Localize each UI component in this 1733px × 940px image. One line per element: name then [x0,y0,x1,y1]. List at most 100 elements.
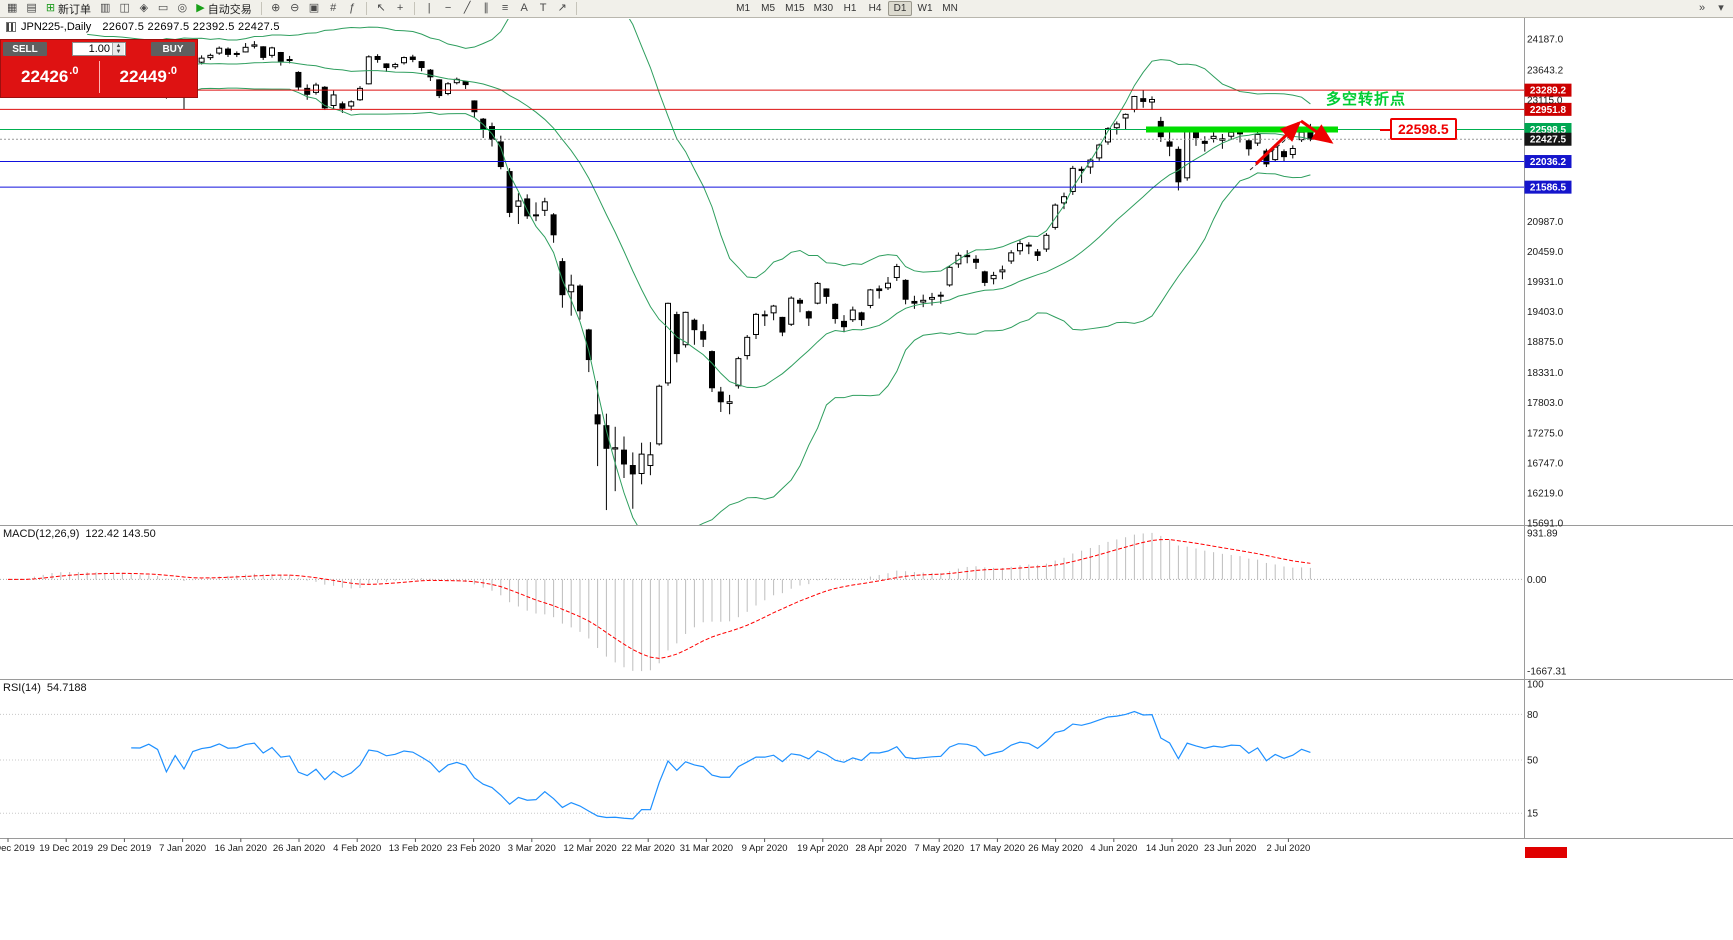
rsi-label: RSI(14) [3,682,41,694]
time-axis[interactable]: 10 Dec 2019 19 Dec 2019 29 Dec 2019 7 Jan 2… [0,838,1310,855]
svg-text:-1667.31: -1667.31 [1527,667,1567,678]
chart-profiles-icon[interactable]: ▤ [22,1,40,17]
timeframe-mn[interactable]: MN [942,3,958,14]
data-window-icon[interactable]: ◫ [115,1,133,17]
y-axis[interactable]: 23289.2 22951.8 22598.5 22036.2 21586.5 22427… [1524,35,1572,530]
ohlc-values: 22607.5 22697.5 22392.5 22427.5 [102,21,280,33]
horizontal-line-icon[interactable]: − [439,1,457,17]
date-tick-label: 26 Jan 2020 [273,843,325,854]
tile-windows-icon[interactable]: ▣ [305,1,323,17]
price-tick-label: 15691.0 [1527,519,1564,530]
grid-icon[interactable]: # [324,1,342,17]
buy-price[interactable]: 22449.0 [100,58,198,96]
fibonacci-icon[interactable]: ≡ [496,1,514,17]
timeframe-w1[interactable]: W1 [917,3,933,14]
zoom-out-icon-glyph: ⊖ [290,2,300,14]
date-tick-label: 9 Apr 2020 [742,843,788,854]
volume-input[interactable] [73,43,112,55]
vertical-line-icon[interactable]: | [420,1,438,17]
channel-icon[interactable]: ∥ [477,1,495,17]
date-tick-label: 10 Dec 2019 [0,843,35,854]
date-tick-label: 19 Apr 2020 [797,843,848,854]
price-decimal-digits: .0 [167,65,177,77]
strategy-tester-icon-glyph: ◎ [177,2,188,14]
date-tick-label: 16 Jan 2020 [215,843,267,854]
tile-windows-icon-glyph: ▣ [308,2,320,14]
symbol-period-label: JPN225-,Daily [21,21,92,33]
date-tick-label: 2 Jul 2020 [1266,843,1310,854]
timeframe-m5[interactable]: M5 [761,3,776,14]
chart-type-icon [6,22,16,32]
zoom-out-icon[interactable]: ⊖ [286,1,304,17]
arrow-annotation[interactable] [1254,120,1302,166]
market-watch-icon[interactable]: ▥ [96,1,114,17]
price-tick-label: 24187.0 [1527,35,1564,46]
sell-button[interactable]: SELL [3,42,47,56]
timeframe-h1[interactable]: H1 [843,3,857,14]
toolbar-separator [260,2,262,15]
timeframe-d1[interactable]: D1 [888,1,913,16]
crosshair-icon[interactable]: + [391,1,409,17]
new-chart-icon[interactable]: ▦ [3,1,21,17]
new-order-button-label: 新订单 [58,3,92,16]
toolbar-right-icons: » ▾ [1693,1,1730,17]
one-click-trading-panel: SELL ▲ ▼ BUY 22426.0 22449.0 [1,40,197,97]
macd-axis[interactable]: 931.89 0.00 -1667.31 [1527,528,1567,677]
arrow-annotations[interactable] [1249,119,1334,171]
status-badge [1525,847,1567,858]
bollinger-middle [87,61,1311,389]
price-badge [1524,102,1572,116]
autotrade-button[interactable]: ▶ 自动交易 [192,1,255,17]
text-icon[interactable]: A [515,1,533,17]
date-tick-label: 31 Mar 2020 [680,843,733,854]
arrow-annotation[interactable] [1300,119,1334,144]
timeframe-m15[interactable]: M15 [785,3,805,14]
cursor-icon[interactable]: ↖ [372,1,390,17]
date-tick-label: 3 Mar 2020 [508,843,556,854]
timeframe-h4[interactable]: H4 [868,3,882,14]
macd-values: 122.42 143.50 [85,528,156,540]
date-tick-label: 23 Feb 2020 [447,843,500,854]
navigator-icon[interactable]: ◈ [135,1,153,17]
volume-spinner: ▲ ▼ [112,43,124,55]
bollinger-lower [87,84,1311,525]
terminal-icon-glyph: ▭ [157,2,169,14]
trendline-icon[interactable]: ╱ [458,1,476,17]
buy-button[interactable]: BUY [151,42,195,56]
docking-icon[interactable]: ▾ [1712,1,1730,17]
bollinger-upper [87,19,1311,279]
crosshair-icon-glyph: + [396,2,404,14]
new-order-glyph: ⊞ [45,2,56,14]
rsi-axis[interactable]: 100 80 50 15 [1527,680,1544,820]
chart-profiles-icon-glyph: ▤ [26,2,37,14]
support-band-annotation[interactable] [1146,126,1338,133]
volume-increase-button[interactable]: ▲ [115,43,122,49]
timeframe-m30[interactable]: M30 [813,3,834,14]
price-badge [1524,132,1572,146]
price-tick-label: 17803.0 [1527,398,1564,409]
trade-panel-prices: 22426.0 22449.0 [1,58,197,96]
sell-price[interactable]: 22426.0 [1,58,99,96]
date-tick-label: 28 Apr 2020 [855,843,906,854]
volume-field: ▲ ▼ [72,42,126,56]
rsi-pane [0,710,1524,820]
data-window-icon-glyph: ◫ [119,2,130,14]
arrows-icon[interactable]: ↗ [553,1,571,17]
volume-decrease-button[interactable]: ▼ [115,49,122,55]
new-chart-icon-glyph: ▦ [7,2,18,14]
toolbar-overflow-icon[interactable]: » [1693,1,1711,17]
zoom-in-icon-glyph: ⊕ [271,2,281,14]
terminal-icon[interactable]: ▭ [154,1,172,17]
indicators-icon[interactable]: ƒ [343,1,361,17]
zoom-in-icon[interactable]: ⊕ [267,1,285,17]
text-label-icon[interactable]: T [534,1,552,17]
new-order-button[interactable]: ⊞ 新订单 [42,1,95,17]
svg-text:22598.5: 22598.5 [1530,125,1567,136]
timeframe-m1[interactable]: M1 [736,3,751,14]
toolbar: ▦ ▤ ⊞ 新订单 ▥ ◫ ◈ ▭ ◎ ▶ 自动交易 ⊕ ⊖ ▣ # ƒ ↖ + | − ╱ ∥ ≡ A T ↗ M1 M5 M15 M… [0,0,1733,18]
autotrade-button-label: 自动交易 [207,3,252,16]
rsi-value: 54.7188 [46,682,87,694]
strategy-tester-icon[interactable]: ◎ [173,1,191,17]
date-tick-label: 17 May 2020 [970,843,1025,854]
